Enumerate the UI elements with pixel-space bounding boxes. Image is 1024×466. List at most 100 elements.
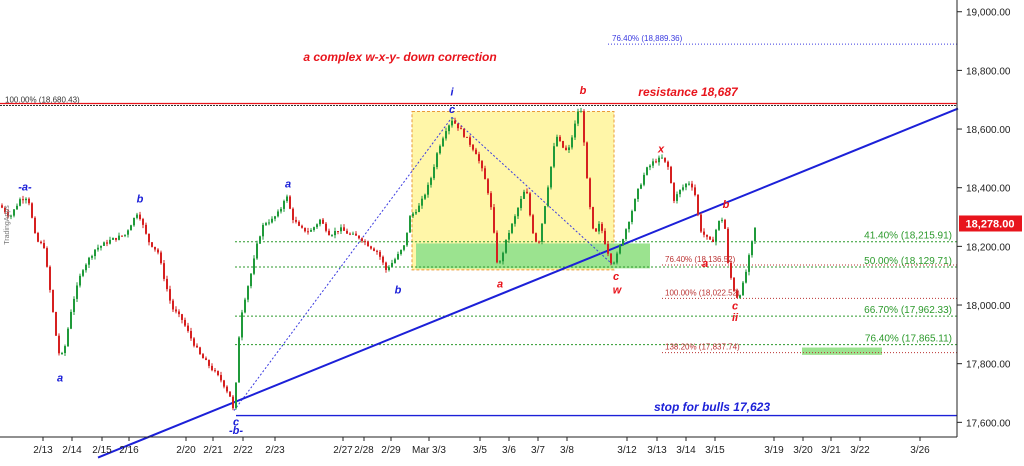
candle-body xyxy=(664,157,666,162)
x-tick-label: 3/14 xyxy=(676,445,696,456)
candle-body xyxy=(637,188,639,200)
candle-body xyxy=(67,328,69,347)
candle-body xyxy=(589,178,591,208)
candle-body xyxy=(709,236,711,240)
candle-body xyxy=(409,216,411,233)
candle-body xyxy=(661,157,663,159)
fib-label: 100.00% (18,022.52) xyxy=(665,288,740,297)
candle-body xyxy=(430,178,432,185)
candle-body xyxy=(64,346,66,354)
candle-body xyxy=(754,227,756,241)
candle-body xyxy=(523,191,525,199)
candle-body xyxy=(451,120,453,126)
candle-body xyxy=(748,255,750,272)
candle-body xyxy=(85,264,87,271)
last-price-label: 18,278.00 xyxy=(966,218,1015,230)
candle-body xyxy=(181,314,183,320)
candle-body xyxy=(271,218,273,223)
candle-body xyxy=(592,207,594,229)
candle-body xyxy=(751,240,753,256)
candle-body xyxy=(334,230,336,236)
x-tick-label: 3/21 xyxy=(821,445,841,456)
candle-body xyxy=(400,249,402,255)
candle-body xyxy=(601,223,603,231)
candle-body xyxy=(586,142,588,179)
candle-body xyxy=(7,212,9,217)
x-tick-label: 2/27 xyxy=(333,445,353,456)
candle-body xyxy=(28,198,30,204)
candle-body xyxy=(427,184,429,195)
candle-body xyxy=(436,153,438,168)
wave-label: c xyxy=(449,104,455,116)
y-tick-label: 17,800.00 xyxy=(966,360,1011,371)
candle-body xyxy=(190,330,192,339)
candle-body xyxy=(178,311,180,315)
candle-body xyxy=(295,219,297,222)
x-tick-label: 2/22 xyxy=(233,445,253,456)
candle-body xyxy=(595,228,597,232)
candle-body xyxy=(235,382,237,409)
candle-body xyxy=(667,161,669,167)
candle-body xyxy=(136,214,138,218)
candle-body xyxy=(481,161,483,169)
candle-body xyxy=(100,245,102,248)
candle-body xyxy=(622,239,624,246)
candle-body xyxy=(466,136,468,138)
candle-body xyxy=(388,267,390,270)
candle-body xyxy=(202,354,204,359)
resistance-label-group: resistance 18,687 xyxy=(638,85,739,99)
y-tick-label: 18,600.00 xyxy=(966,125,1011,136)
candle-body xyxy=(415,211,417,214)
candle-body xyxy=(31,203,33,218)
candle-body xyxy=(268,222,270,224)
candle-body xyxy=(424,194,426,199)
wave-label: c xyxy=(732,300,738,312)
candle-body xyxy=(685,183,687,188)
candle-body xyxy=(145,224,147,234)
x-tick-label: 3/20 xyxy=(793,445,813,456)
candle-body xyxy=(220,375,222,381)
candle-body xyxy=(454,120,456,124)
candle-body xyxy=(655,161,657,163)
candle-body xyxy=(73,298,75,312)
candle-body xyxy=(226,386,228,392)
candle-body xyxy=(694,187,696,195)
candle-body xyxy=(175,309,177,312)
candle-body xyxy=(25,198,27,201)
candle-body xyxy=(703,231,705,235)
candle-body xyxy=(505,239,507,253)
candle-body xyxy=(187,325,189,331)
candle-body xyxy=(442,138,444,147)
resistance-label: resistance 18,687 xyxy=(638,85,739,99)
candle-body xyxy=(280,208,282,212)
candle-body xyxy=(250,273,252,287)
candle-body xyxy=(10,215,12,217)
fib-label: 76.40% (18,889.36) xyxy=(612,34,683,43)
candle-body xyxy=(130,225,132,231)
candle-body xyxy=(205,358,207,361)
candle-body xyxy=(574,123,576,138)
candle-body xyxy=(520,198,522,208)
x-tick-label: Mar 3/3 xyxy=(412,445,446,456)
candle-body xyxy=(82,270,84,276)
candle-body xyxy=(289,196,291,209)
candle-body xyxy=(37,233,39,242)
candle-body xyxy=(448,125,450,132)
x-tick-label: 3/22 xyxy=(850,445,870,456)
candle-body xyxy=(292,208,294,220)
candle-body xyxy=(679,189,681,195)
wave-label: a xyxy=(285,179,291,191)
candle-body xyxy=(733,277,735,291)
candle-body xyxy=(184,319,186,326)
candle-body xyxy=(55,312,57,336)
x-tick-label: 3/8 xyxy=(560,445,574,456)
chart-title: a complex w-x-y- down correction xyxy=(303,50,496,64)
y-tick-label: 17,600.00 xyxy=(966,418,1011,429)
candle-body xyxy=(61,353,63,355)
candle-body xyxy=(352,233,354,235)
candle-body xyxy=(562,141,564,148)
trendline xyxy=(97,107,959,459)
candle-body xyxy=(538,241,540,243)
x-tick-label: 2/21 xyxy=(203,445,223,456)
